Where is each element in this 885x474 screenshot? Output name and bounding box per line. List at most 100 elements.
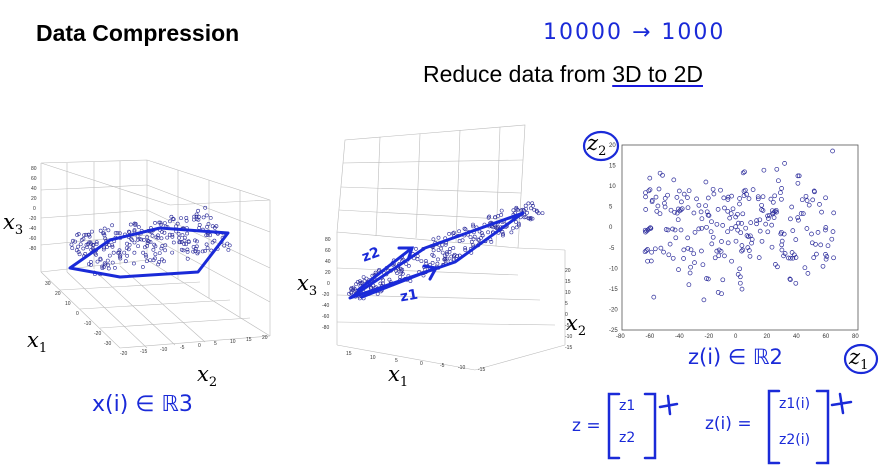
data-point — [83, 232, 88, 237]
data-point — [440, 250, 445, 255]
data-point — [170, 250, 175, 255]
data-point — [102, 233, 107, 238]
svg-text:40: 40 — [325, 259, 331, 265]
data-point — [733, 224, 739, 229]
data-point — [71, 238, 75, 243]
data-point — [772, 193, 778, 199]
data-point — [180, 233, 185, 238]
data-point — [430, 260, 435, 265]
data-point — [144, 259, 149, 264]
data-point — [657, 211, 663, 217]
svg-text:30: 30 — [45, 281, 51, 287]
data-point — [468, 235, 473, 240]
svg-text:-15: -15 — [565, 345, 572, 351]
data-point — [729, 193, 734, 199]
data-point — [786, 255, 791, 261]
data-point — [774, 166, 780, 172]
data-point — [162, 259, 166, 264]
data-point — [106, 263, 111, 267]
data-point — [662, 196, 668, 201]
data-point — [709, 241, 715, 247]
data-point — [714, 248, 720, 254]
data-point — [185, 256, 190, 261]
data-point — [532, 207, 537, 212]
data-point — [805, 271, 811, 276]
left-x2-label: x2 — [197, 362, 218, 391]
data-point — [743, 225, 749, 231]
y-tick-label: -20 — [609, 307, 618, 313]
data-point — [184, 242, 189, 247]
data-point — [647, 175, 653, 181]
data-point — [431, 254, 436, 259]
data-point — [648, 225, 654, 231]
data-point — [742, 187, 748, 193]
data-point — [495, 225, 500, 230]
x-tick-label: 40 — [793, 334, 800, 340]
data-point — [439, 246, 443, 251]
data-point — [435, 261, 440, 266]
data-point — [736, 220, 741, 226]
data-point — [175, 221, 180, 226]
svg-text:0: 0 — [76, 311, 79, 317]
data-point — [661, 249, 666, 255]
data-point — [773, 207, 779, 213]
y-tick-label: -25 — [609, 328, 618, 334]
data-point — [761, 167, 767, 173]
data-point — [699, 216, 705, 222]
data-point — [170, 234, 175, 239]
scatter-annotation: z(i) ∈ ℝ2 — [688, 345, 783, 369]
data-point — [765, 229, 771, 235]
data-point — [719, 239, 724, 244]
data-point — [685, 195, 690, 200]
data-point — [163, 243, 168, 248]
data-point — [201, 215, 206, 220]
data-point — [755, 196, 761, 202]
data-point — [770, 199, 776, 205]
data-point — [793, 255, 799, 260]
data-point — [100, 264, 105, 269]
svg-text:10: 10 — [65, 301, 71, 307]
svg-text:-20: -20 — [94, 331, 101, 337]
data-point — [771, 215, 777, 220]
data-point — [141, 250, 146, 255]
data-point — [681, 247, 687, 253]
data-point — [162, 230, 167, 235]
data-point — [678, 227, 684, 233]
data-point — [671, 177, 677, 183]
data-point — [76, 250, 81, 254]
data-point — [208, 215, 213, 220]
svg-text:20: 20 — [31, 196, 37, 202]
svg-text:10: 10 — [230, 339, 236, 345]
data-point — [91, 242, 96, 247]
data-point — [727, 215, 733, 221]
data-point — [204, 213, 209, 218]
data-point — [117, 250, 122, 255]
data-point — [779, 196, 784, 202]
svg-text:-60: -60 — [322, 314, 329, 320]
data-point — [159, 222, 164, 227]
data-point — [101, 247, 106, 252]
data-point — [691, 251, 697, 257]
data-point — [775, 264, 780, 270]
data-point — [514, 205, 519, 210]
data-point — [81, 236, 86, 241]
data-point — [756, 255, 762, 260]
data-point — [687, 270, 693, 276]
data-point — [819, 209, 824, 215]
data-point — [755, 194, 761, 200]
data-point — [699, 248, 704, 254]
data-point — [103, 262, 108, 267]
data-point — [774, 209, 779, 215]
data-point — [94, 240, 99, 245]
data-point — [205, 232, 210, 237]
data-point — [87, 262, 91, 267]
data-point — [681, 256, 686, 261]
data-point — [203, 205, 208, 210]
data-point — [489, 239, 494, 244]
data-point — [815, 230, 821, 235]
data-point — [499, 208, 504, 213]
data-point — [722, 205, 727, 211]
data-point — [716, 253, 722, 259]
svg-text:-60: -60 — [29, 236, 36, 242]
data-point — [113, 231, 118, 235]
